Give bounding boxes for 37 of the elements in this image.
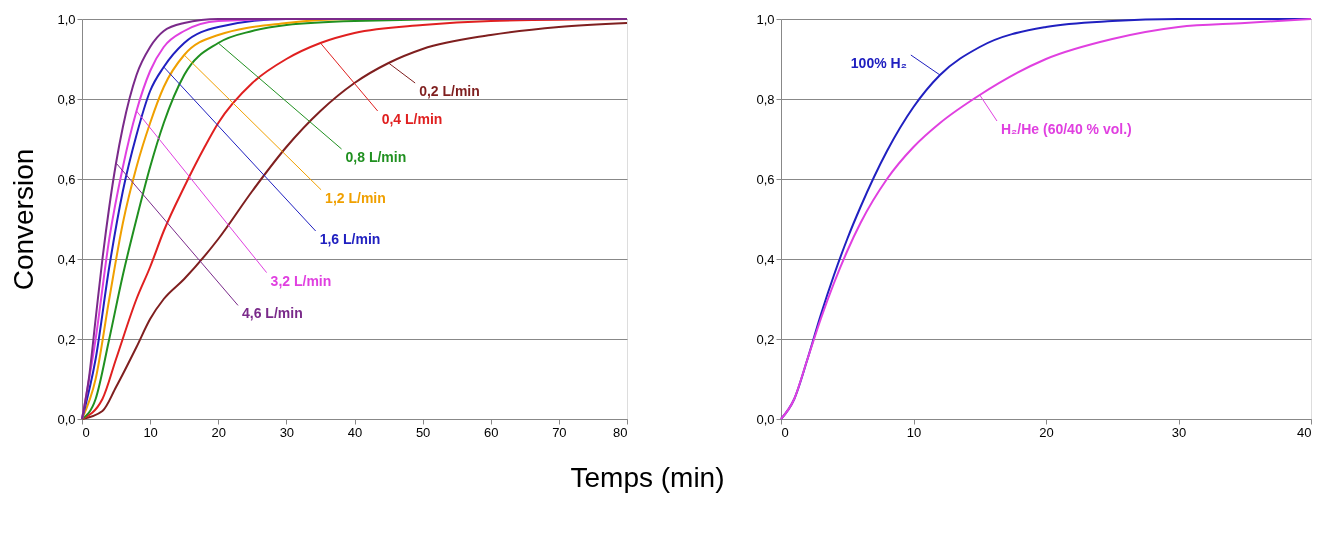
y-tick-label: 0,0 [57,411,76,427]
text: H₂/He (60/40 % vol.) [1000,121,1132,137]
y-axis-title: Conversion [8,148,40,291]
x-tick-label: 80 [613,424,628,440]
x-tick-label: 0 [82,424,90,440]
y-tick-label: 0,0 [756,411,775,427]
x-tick-label: 30 [1171,424,1187,440]
y-tick-label: 0,8 [57,91,76,107]
text: 3,2 L/min [270,272,332,289]
y-tick-label: 0,6 [756,171,775,187]
text: 0,2 L/min [419,83,480,99]
x-tick-label: 70 [552,424,567,440]
x-tick-label: 10 [906,424,922,440]
y-tick-label: 1,0 [756,11,775,27]
text: 4,6 L/min [242,305,303,322]
y-tick-label: 0,4 [756,251,775,267]
x-tick-label: 20 [211,424,226,440]
x-tick-label: 50 [415,424,431,440]
legend-label: 100% H₂ [850,55,907,71]
y-tick-label: 0,2 [756,331,775,347]
x-tick-label: 40 [347,424,363,440]
x-tick-label: 30 [279,424,295,440]
y-tick-label: 0,2 [57,331,76,347]
x-axis-title: Temps (min) [570,461,725,493]
x-tick-label: 0 [781,424,789,440]
text: 1,6 L/min [319,231,381,247]
x-tick-label: 20 [1039,424,1054,440]
y-tick-label: 0,8 [756,91,775,107]
y-tick-label: 0,4 [57,251,76,267]
x-tick-label: 10 [143,424,158,440]
x-tick-label: 60 [484,424,499,440]
text: 0,8 L/min [345,149,407,165]
y-tick-label: 0,6 [57,171,76,187]
y-tick-label: 1,0 [57,11,76,27]
text: 0,4 L/min [381,111,443,127]
x-tick-label: 40 [1297,424,1312,440]
text: 1,2 L/min [325,189,386,206]
